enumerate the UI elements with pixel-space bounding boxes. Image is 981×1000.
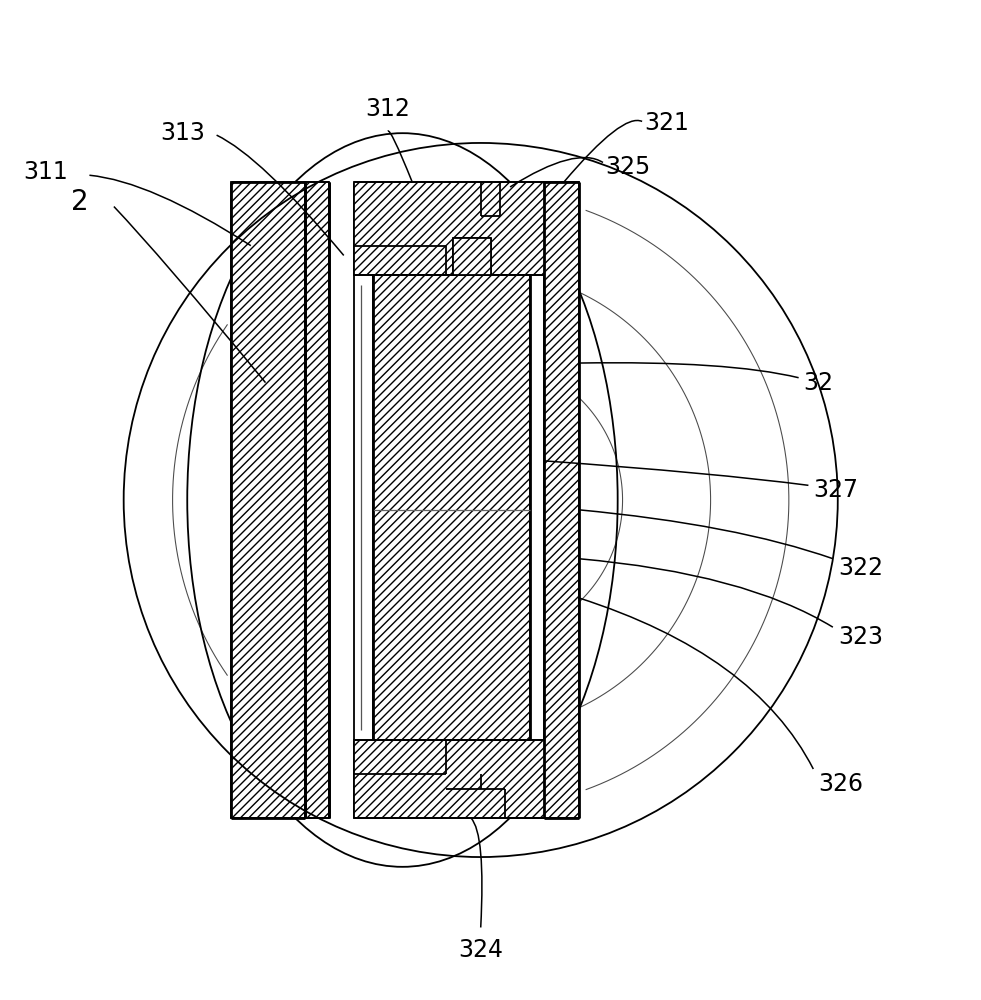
Text: 323: 323 bbox=[838, 625, 883, 649]
Text: 324: 324 bbox=[458, 938, 503, 962]
Polygon shape bbox=[453, 238, 490, 275]
Polygon shape bbox=[232, 182, 305, 818]
Polygon shape bbox=[544, 182, 579, 818]
Text: 313: 313 bbox=[160, 121, 205, 145]
Text: 321: 321 bbox=[645, 111, 689, 135]
Text: 325: 325 bbox=[605, 155, 650, 179]
Polygon shape bbox=[373, 275, 530, 740]
Polygon shape bbox=[353, 740, 544, 818]
Text: 311: 311 bbox=[23, 160, 68, 184]
Text: 2: 2 bbox=[71, 188, 88, 216]
Polygon shape bbox=[353, 182, 544, 275]
Text: 322: 322 bbox=[838, 556, 883, 580]
Polygon shape bbox=[305, 182, 329, 818]
Bar bbox=[353, 275, 373, 740]
Text: 326: 326 bbox=[818, 772, 863, 796]
Text: 32: 32 bbox=[803, 371, 834, 395]
Text: 312: 312 bbox=[365, 97, 410, 121]
Text: 327: 327 bbox=[813, 478, 858, 502]
